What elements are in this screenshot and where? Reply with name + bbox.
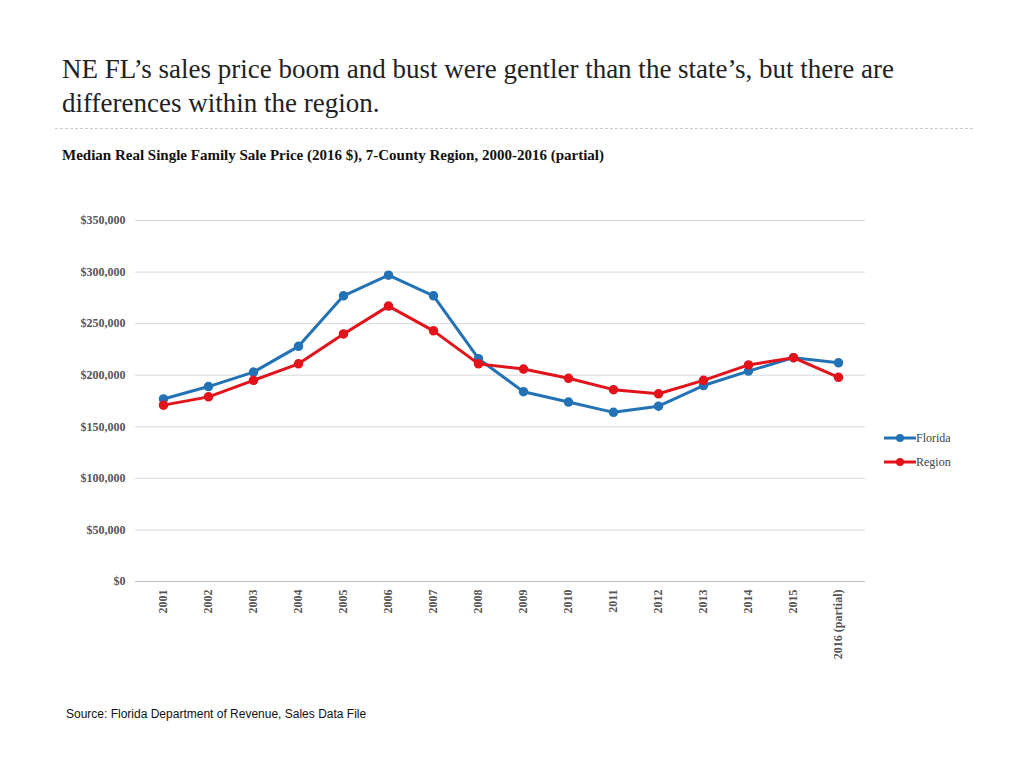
html-text:NE FL’s sales price boom and b: NE FL’s sales price boom and bust were g… — [62, 54, 894, 118]
svg-text:2011: 2011 — [606, 590, 620, 613]
svg-text:2012: 2012 — [651, 590, 665, 614]
svg-text:2003: 2003 — [246, 590, 260, 614]
svg-text:2002: 2002 — [201, 590, 215, 614]
svg-text:2016 (partial): 2016 (partial) — [831, 589, 845, 659]
html-text:Median Real Single Family Sale: Median Real Single Family Sale Price (20… — [62, 147, 604, 163]
html-text:Region: Region — [916, 454, 951, 469]
svg-text:$50,000: $50,000 — [87, 523, 126, 537]
html-text:Source: Florida Department of: Source: Florida Department of Revenue, S… — [66, 707, 367, 721]
svg-text:2014: 2014 — [741, 590, 755, 614]
svg-text:2004: 2004 — [291, 590, 305, 614]
svg-text:2010: 2010 — [561, 590, 575, 614]
svg-text:2013: 2013 — [696, 590, 710, 614]
svg-text:$350,000: $350,000 — [81, 213, 126, 227]
svg-text:$200,000: $200,000 — [81, 368, 126, 382]
svg-text:2006: 2006 — [381, 590, 395, 614]
svg-text:$300,000: $300,000 — [81, 265, 126, 279]
svg-text:2005: 2005 — [336, 590, 350, 614]
svg-text:2001: 2001 — [156, 590, 170, 614]
svg-text:$250,000: $250,000 — [81, 316, 126, 330]
svg-text:$100,000: $100,000 — [81, 471, 126, 485]
svg-text:$150,000: $150,000 — [81, 420, 126, 434]
html-text:Florida: Florida — [916, 430, 951, 445]
svg-text:$0: $0 — [114, 574, 126, 588]
svg-text:2009: 2009 — [516, 590, 530, 614]
svg-text:2007: 2007 — [426, 590, 440, 614]
svg-text:2015: 2015 — [786, 590, 800, 614]
svg-text:2008: 2008 — [471, 590, 485, 614]
